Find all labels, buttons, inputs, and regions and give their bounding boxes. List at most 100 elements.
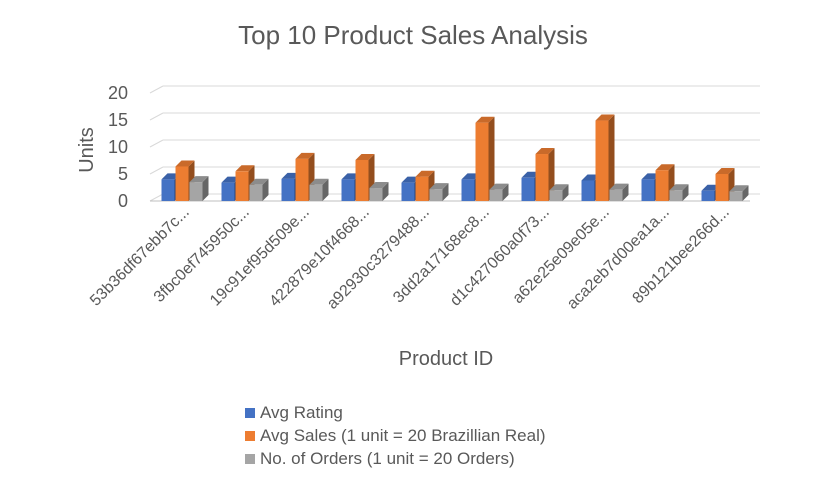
bar-front	[729, 191, 743, 201]
bar-front	[161, 179, 175, 201]
bar-front	[235, 171, 249, 201]
bar-front	[595, 120, 609, 201]
bar-top	[415, 170, 435, 177]
x-category-label: 19c91ef95d509e...	[207, 204, 313, 310]
bar-top	[535, 148, 555, 155]
bar-top	[729, 185, 749, 192]
y-tick-label: 10	[108, 137, 128, 157]
bar-top	[189, 176, 209, 183]
y-tick-label: 20	[108, 83, 128, 103]
bar	[715, 168, 735, 201]
bar	[549, 184, 569, 201]
bar-front	[655, 170, 669, 201]
bar-front	[401, 182, 415, 201]
bar-front	[461, 179, 475, 201]
x-category-label: a92930c3279488...	[324, 204, 433, 313]
bar-front	[609, 189, 623, 201]
bar-front	[475, 122, 489, 201]
bar-top	[489, 183, 509, 190]
bar-top	[595, 114, 615, 121]
chart-title: Top 10 Product Sales Analysis	[238, 20, 588, 50]
bar-side	[562, 184, 569, 201]
bar-front	[521, 177, 535, 201]
bar-front	[715, 174, 729, 201]
x-category-label: aca2eb7d00ea1a...	[564, 204, 673, 313]
bar-top	[249, 178, 269, 185]
bar-front	[249, 184, 263, 201]
bar-front	[341, 179, 355, 201]
x-category-label: d1c427060a0f73...	[447, 204, 553, 310]
legend-item: Avg Rating	[245, 403, 343, 422]
y-tick-label: 0	[118, 191, 128, 211]
legend-swatch	[245, 454, 255, 464]
bar-side	[742, 185, 749, 201]
bar-side	[322, 178, 329, 201]
bar-front	[535, 154, 549, 201]
x-category-label: 53b36df67ebb7c...	[87, 204, 193, 310]
bar-side	[202, 176, 209, 201]
bar-front	[175, 166, 189, 201]
bar	[309, 178, 329, 201]
gridline-depth	[149, 193, 164, 202]
x-category-label: 422879e10f4668...	[266, 204, 372, 310]
bar	[729, 185, 749, 201]
bar	[189, 176, 209, 201]
bar-top	[175, 160, 195, 167]
y-axis-ticks: 0 5 10 15 20	[108, 83, 128, 211]
bar-front	[581, 180, 595, 201]
bar	[609, 183, 629, 201]
bar	[295, 152, 315, 201]
bar-front	[489, 189, 503, 201]
bar-top	[295, 152, 315, 159]
bar-front	[429, 189, 443, 201]
legend: Avg Rating Avg Sales (1 unit = 20 Brazill…	[245, 403, 546, 468]
gridline-depth	[149, 85, 164, 94]
bar	[429, 183, 449, 201]
x-axis-title: Product ID	[399, 348, 493, 370]
bars	[161, 114, 749, 201]
gridline-depth	[149, 112, 164, 121]
bar-top	[235, 165, 255, 172]
bar-top	[309, 178, 329, 185]
bar-top	[669, 184, 689, 191]
bar-front	[641, 179, 655, 201]
bar-top	[369, 182, 389, 189]
legend-item: Avg Sales (1 unit = 20 Brazillian Real)	[245, 426, 546, 445]
bar-side	[382, 182, 389, 201]
bar-front	[189, 182, 203, 201]
bar-top	[355, 153, 375, 160]
bar-side	[262, 178, 269, 201]
bar-front	[669, 190, 683, 201]
legend-swatch	[245, 408, 255, 418]
bar	[595, 114, 615, 201]
y-tick-label: 15	[108, 110, 128, 130]
bar-top	[655, 164, 675, 171]
y-axis-title: Units	[76, 127, 98, 173]
bar-front	[701, 190, 715, 201]
bar	[475, 116, 495, 201]
gridline-depth	[149, 139, 164, 148]
bar-side	[608, 114, 615, 201]
bar-side	[682, 184, 689, 201]
bar-top	[715, 168, 735, 174]
bar-top	[609, 183, 629, 190]
bar-front	[221, 182, 235, 201]
legend-swatch	[245, 431, 255, 441]
bar-side	[502, 183, 509, 201]
bar-front	[355, 159, 369, 201]
bar-top	[475, 116, 495, 123]
bar-top	[549, 184, 569, 191]
bar-front	[295, 158, 309, 201]
gridline-depth	[149, 166, 164, 175]
bar	[249, 178, 269, 201]
bar-front	[309, 184, 323, 201]
legend-label: Avg Rating	[260, 403, 343, 422]
bar	[669, 184, 689, 201]
bar-front	[281, 178, 295, 201]
x-axis-categories: 53b36df67ebb7c...3fbc0ef745950c...19c91e…	[87, 204, 733, 313]
legend-label: No. of Orders (1 unit = 20 Orders)	[260, 449, 515, 468]
y-tick-label: 5	[118, 164, 128, 184]
legend-label: Avg Sales (1 unit = 20 Brazillian Real)	[260, 426, 546, 445]
bar-front	[415, 176, 429, 201]
